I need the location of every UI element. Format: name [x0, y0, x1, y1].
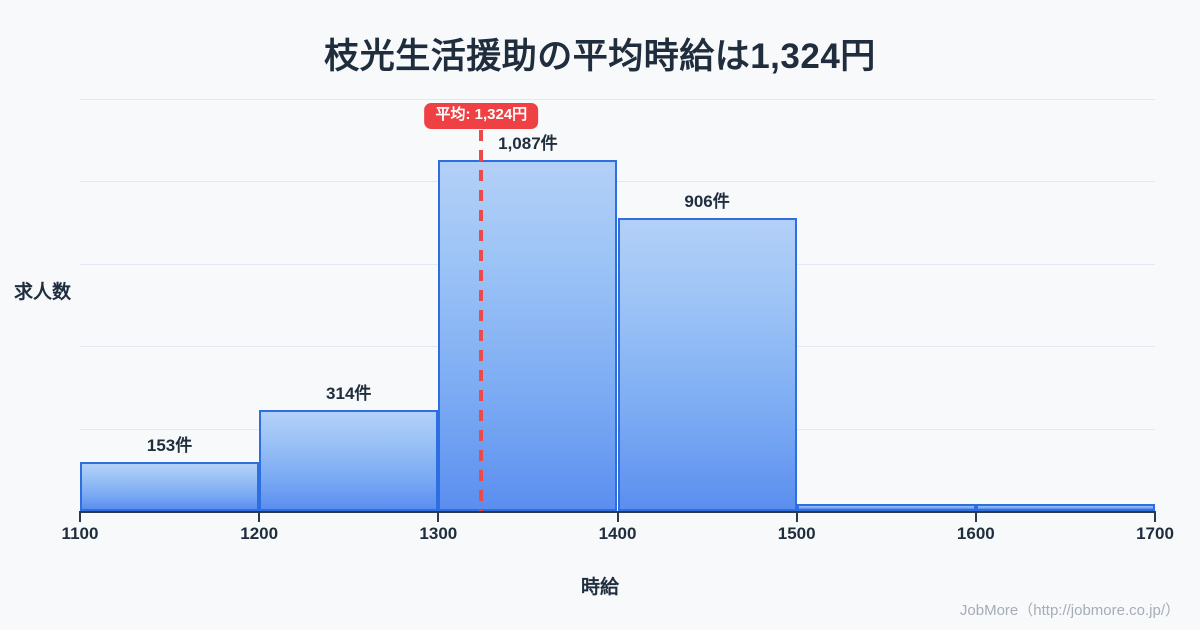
mean-badge: 平均: 1,324円	[424, 103, 539, 129]
bar-value-label: 1,087件	[498, 133, 558, 153]
x-tick	[258, 511, 261, 522]
bar-value-label: 906件	[684, 192, 730, 212]
x-tick	[616, 511, 619, 522]
bar-1300-1400[interactable]	[438, 159, 618, 511]
gridline	[80, 99, 1155, 100]
x-tick-label: 1600	[956, 524, 995, 543]
x-tick	[795, 511, 798, 522]
plot-area: 153件 314件 1,087件 906件 平均: 1,324円	[80, 99, 1155, 511]
page-title: 枝光生活援助の平均時給は1,324円	[324, 37, 876, 76]
x-tick	[1154, 511, 1156, 522]
x-tick-label: 1400	[598, 524, 637, 543]
y-axis-title: 求人数	[14, 282, 72, 303]
gridline	[80, 181, 1155, 183]
x-tick	[437, 511, 440, 522]
bar-1400-1500[interactable]	[617, 218, 797, 511]
x-axis: 1100 1200 1300 1400 1500 1600 1700	[62, 511, 1174, 543]
x-tick-label: 1700	[1136, 524, 1174, 543]
x-tick	[79, 511, 81, 522]
bar-value-label: 314件	[326, 383, 372, 403]
bar-1100-1200[interactable]	[80, 461, 260, 511]
x-tick-label: 1200	[240, 524, 279, 543]
bar-1200-1300[interactable]	[259, 409, 439, 511]
x-tick	[974, 511, 977, 522]
footer-credit: JobMore（http://jobmore.co.jp/）	[959, 602, 1180, 619]
x-axis-title: 時給	[580, 577, 619, 598]
x-tick-label: 1500	[777, 524, 816, 543]
bar-1500-1600[interactable]	[796, 504, 976, 511]
x-tick-label: 1100	[61, 524, 99, 543]
mean-line	[479, 130, 484, 511]
bar-1600-1700[interactable]	[975, 504, 1155, 511]
bar-value-label: 153件	[146, 435, 193, 455]
x-tick-label: 1300	[419, 524, 458, 543]
